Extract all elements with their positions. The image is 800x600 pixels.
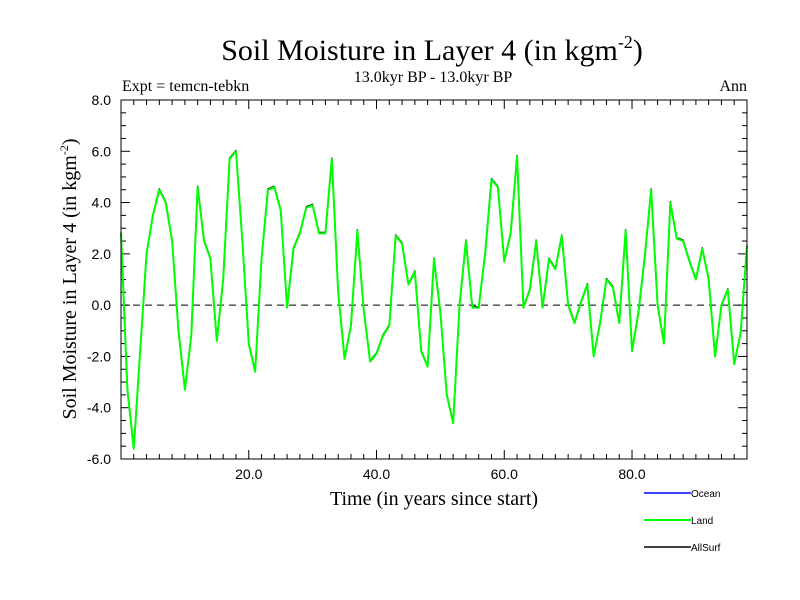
plot-frame xyxy=(120,99,748,460)
x-tick-label: 20.0 xyxy=(235,466,262,482)
y-tick-label: -4.0 xyxy=(87,400,111,416)
right-annotation: Ann xyxy=(719,78,747,95)
legend: Ocean Land AllSurf xyxy=(644,489,721,554)
chart-title: Soil Moisture in Layer 4 (in kgm-2) xyxy=(221,32,643,67)
chart-title-close: ) xyxy=(633,34,643,67)
axis-ticks xyxy=(121,100,747,459)
y-tick-label: -2.0 xyxy=(87,348,111,364)
x-tick-label: 40.0 xyxy=(363,466,390,482)
y-axis-label-text: Soil Moisture in Layer 4 (in kgm xyxy=(59,155,81,420)
left-annotation: Expt = temcn-tebkn xyxy=(122,78,249,95)
y-axis-label-close: ) xyxy=(59,138,81,145)
legend-label-allsurf: AllSurf xyxy=(691,543,721,554)
y-tick-label: 4.0 xyxy=(92,195,112,211)
series-line-land xyxy=(120,150,748,450)
y-tick-label: -6.0 xyxy=(87,451,111,467)
y-axis-label-exponent: -2 xyxy=(57,145,71,155)
chart-title-text: Soil Moisture in Layer 4 (in kgm xyxy=(221,34,618,67)
x-tick-label: 80.0 xyxy=(618,466,645,482)
y-tick-label: 0.0 xyxy=(92,297,112,313)
chart-title-exponent: -2 xyxy=(618,32,633,52)
y-axis-label: Soil Moisture in Layer 4 (in kgm-2) xyxy=(57,138,81,419)
x-tick-label: 60.0 xyxy=(491,466,518,482)
x-axis-label: Time (in years since start) xyxy=(330,488,538,510)
series-line-ocean xyxy=(120,150,748,450)
series-line-allsurf xyxy=(120,149,748,449)
y-tick-labels: -6.0 -4.0 -2.0 0.0 2.0 4.0 6.0 8.0 xyxy=(87,92,111,467)
y-tick-label: 6.0 xyxy=(92,143,112,159)
legend-label-land: Land xyxy=(691,516,713,527)
y-tick-label: 8.0 xyxy=(92,92,112,108)
y-tick-label: 2.0 xyxy=(92,246,112,262)
chart-subtitle: 13.0kyr BP - 13.0kyr BP xyxy=(354,69,513,86)
legend-label-ocean: Ocean xyxy=(691,489,720,500)
x-tick-labels: 20.0 40.0 60.0 80.0 xyxy=(235,466,646,482)
series-lines xyxy=(120,149,748,450)
